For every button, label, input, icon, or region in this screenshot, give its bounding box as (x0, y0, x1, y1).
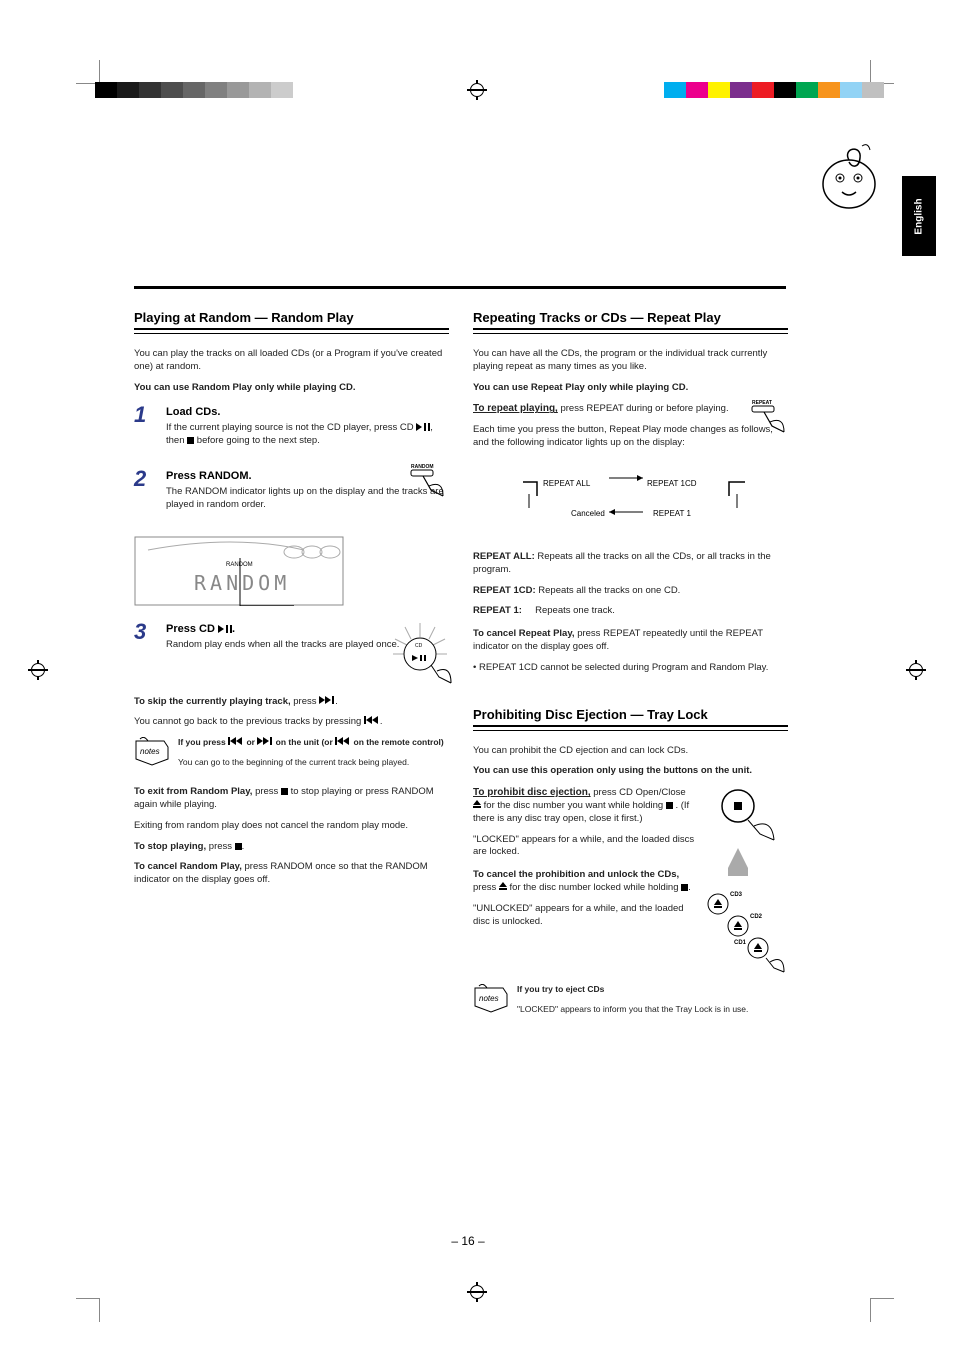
prev-track-icon (335, 737, 351, 745)
random-intro-1: You can play the tracks on all loaded CD… (134, 348, 449, 374)
skip-line: To skip the currently playing track, pre… (134, 696, 449, 709)
notes-body: You can go to the beginning of the curre… (178, 757, 444, 768)
language-label: English (914, 198, 925, 234)
step-number: 3 (134, 619, 162, 645)
svg-text:notes: notes (140, 747, 160, 756)
registration-mark (467, 1282, 487, 1302)
cd-button-diagram: CD (385, 619, 455, 689)
tray-lock-line: To prohibit disc ejection, press CD Open… (473, 786, 696, 825)
notes-head: If you press or on the unit (or on the r… (178, 737, 444, 748)
registration-mark (28, 660, 48, 680)
step-number: 1 (134, 402, 162, 428)
skip-note: You cannot go back to the previous track… (134, 716, 449, 729)
svg-text:Canceled: Canceled (571, 509, 605, 518)
repeat-li-1: REPEAT ALL: Repeats all the tracks on al… (473, 551, 788, 577)
step-number: 2 (134, 466, 162, 492)
eject-icon (473, 800, 481, 808)
language-tab: English (902, 176, 936, 256)
step-1: 1 Load CDs. If the current playing sourc… (134, 402, 449, 456)
play-pause-icon (416, 423, 430, 431)
header-rule (134, 286, 786, 289)
tray-lock-heading: Prohibiting Disc Ejection — Tray Lock (473, 707, 788, 722)
tray-lock-diagram: CD3 CD2 CD1 (704, 786, 788, 976)
step-2: 2 Press RANDOM. The RANDOM indicator lig… (134, 466, 449, 520)
repeat-cycle-diagram: REPEAT ALL REPEAT 1CD Canceled REPEAT 1 (493, 468, 773, 532)
stop-icon (281, 788, 288, 795)
prev-track-icon (364, 716, 380, 724)
repeat-intro-2: You can use Repeat Play only while playi… (473, 382, 688, 393)
repeat-intro-1: You can have all the CDs, the program or… (473, 348, 788, 374)
svg-text:CD3: CD3 (730, 892, 743, 898)
repeat-after: Each time you press the button, Repeat P… (473, 424, 788, 450)
cancel-random-line: To cancel Random Play, press RANDOM once… (134, 861, 449, 887)
svg-text:REPEAT: REPEAT (752, 400, 772, 406)
exit-note: Exiting from random play does not cancel… (134, 820, 449, 833)
svg-text:notes: notes (479, 994, 499, 1003)
random-intro-2: You can use Random Play only while playi… (134, 382, 356, 393)
stop-icon (187, 437, 194, 444)
stop-icon (666, 802, 673, 809)
repeat-note: • REPEAT 1CD cannot be selected during P… (473, 662, 788, 675)
notes-icon: notes (473, 984, 509, 1014)
tray-notes-body: "LOCKED" appears to inform you that the … (517, 1004, 748, 1015)
step-3: 3 Press CD . Random play ends when all t… (134, 619, 449, 660)
notes-icon: notes (134, 737, 170, 767)
tray-intro-2: You can use this operation only using th… (473, 765, 752, 776)
notes-block: notes If you press or on the unit (or on… (134, 737, 449, 776)
tray-intro-1: You can prohibit the CD ejection and can… (473, 745, 788, 758)
tray-unlock-after: "UNLOCKED" appears for a while, and the … (473, 903, 696, 929)
repeat-button-diagram: REPEAT (742, 396, 788, 438)
step-1-head: Load CDs. (166, 406, 449, 418)
left-column: Playing at Random — Random Play You can … (134, 310, 449, 1023)
svg-text:CD2: CD2 (750, 914, 763, 920)
tray-lock-after: "LOCKED" appears for a while, and the lo… (473, 834, 696, 860)
step-1-body: If the current playing source is not the… (166, 422, 449, 448)
svg-text:CD: CD (415, 643, 423, 649)
svg-text:RANDOM: RANDOM (226, 562, 253, 568)
repeat-li-3: REPEAT 1: Repeats one track. (473, 605, 788, 618)
random-label: RANDOM (411, 464, 434, 470)
crop-mark (76, 1298, 100, 1322)
repeat-li-2: REPEAT 1CD: Repeats all the tracks on on… (473, 585, 788, 598)
display-diagram: RANDOM RANDOM (134, 536, 344, 606)
random-button-diagram: RANDOM (403, 460, 449, 500)
stop-icon (235, 843, 242, 850)
registration-mark (906, 660, 926, 680)
repeat-play-heading: Repeating Tracks or CDs — Repeat Play (473, 310, 788, 325)
page-number: – 16 – (82, 1234, 854, 1248)
prev-track-icon (228, 737, 244, 745)
random-play-heading: Playing at Random — Random Play (134, 310, 449, 325)
next-track-icon (319, 696, 335, 704)
svg-text:REPEAT 1CD: REPEAT 1CD (647, 479, 697, 488)
crop-mark (870, 1298, 894, 1322)
crop-mark (870, 60, 894, 84)
repeat-cancel-line: To cancel Repeat Play, press REPEAT repe… (473, 628, 788, 654)
stop-line: To stop playing, press . (134, 841, 449, 854)
right-column: Repeating Tracks or CDs — Repeat Play Yo… (473, 310, 788, 1023)
tray-unlock-line: To cancel the prohibition and unlock the… (473, 869, 696, 895)
eject-icon (499, 882, 507, 890)
exit-line: To exit from Random Play, press to stop … (134, 786, 449, 812)
svg-text:REPEAT 1: REPEAT 1 (653, 509, 691, 518)
tray-notes-block: notes If you try to eject CDs "LOCKED" a… (473, 984, 788, 1023)
repeat-line: To repeat playing, press REPEAT during o… (473, 402, 788, 416)
next-track-icon (257, 737, 273, 745)
play-pause-icon (218, 625, 232, 633)
tray-notes-head: If you try to eject CDs (517, 984, 748, 995)
svg-text:REPEAT ALL: REPEAT ALL (543, 479, 591, 488)
svg-text:CD1: CD1 (734, 940, 747, 946)
display-random-text: RANDOM (194, 571, 290, 595)
